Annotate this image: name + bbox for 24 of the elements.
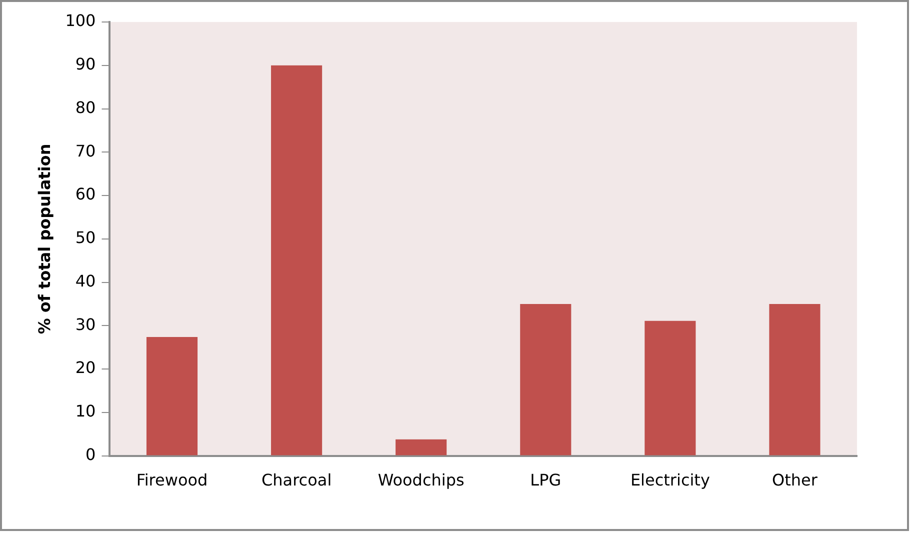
y-tick-label: 30	[75, 314, 96, 334]
x-tick-label: Woodchips	[378, 470, 464, 490]
y-tick-label: 90	[75, 54, 96, 74]
bar	[769, 304, 820, 456]
bar	[271, 65, 322, 456]
bar	[146, 336, 198, 456]
y-tick-label: 40	[75, 271, 96, 290]
x-tick-label: Electricity	[630, 470, 710, 490]
bar	[644, 320, 696, 456]
y-tick-label: 100	[65, 11, 96, 30]
y-tick-label: 70	[75, 141, 96, 160]
y-tick-label: 20	[75, 358, 96, 378]
y-axis-title: % of total population	[34, 144, 54, 334]
x-tick-label: LPG	[530, 470, 562, 490]
bar	[396, 439, 447, 456]
y-tick-label: 60	[75, 184, 96, 204]
y-tick-label: 80	[75, 98, 96, 117]
y-tick-label: 50	[75, 228, 96, 248]
x-tick-label: Other	[772, 470, 818, 490]
bar	[520, 304, 572, 456]
x-tick-label: Firewood	[136, 470, 208, 490]
x-tick-label: Charcoal	[261, 470, 332, 490]
y-tick-label: 10	[75, 402, 96, 421]
y-tick-label: 0	[86, 444, 96, 464]
